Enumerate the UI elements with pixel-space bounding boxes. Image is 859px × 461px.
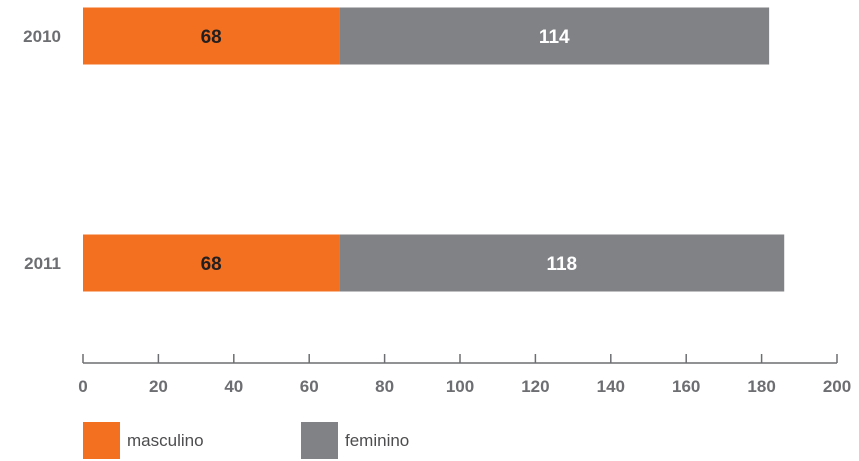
x-axis: 0 20 40 60 80 100 120 140 160 180 200 bbox=[78, 354, 851, 396]
legend-label-masculino: masculino bbox=[127, 431, 204, 450]
category-label-2010: 2010 bbox=[23, 27, 61, 46]
data-label-masculino-2010: 68 bbox=[201, 27, 222, 48]
category-label-2011: 2011 bbox=[24, 254, 61, 273]
x-tick-label-40: 40 bbox=[224, 377, 243, 396]
x-tick-label-140: 140 bbox=[597, 377, 625, 396]
x-tick-label-60: 60 bbox=[300, 377, 319, 396]
bar-masculino-2011 bbox=[83, 234, 340, 292]
legend-swatch-masculino bbox=[83, 422, 120, 459]
legend: masculino feminino bbox=[83, 422, 409, 459]
x-tick-label-120: 120 bbox=[521, 377, 549, 396]
data-label-feminino-2011: 118 bbox=[546, 254, 577, 275]
data-label-masculino-2011: 68 bbox=[201, 254, 222, 275]
bar-feminino-2011 bbox=[339, 234, 785, 292]
bar-feminino-2010 bbox=[339, 7, 770, 65]
x-tick-label-0: 0 bbox=[78, 377, 87, 396]
bars-group: 68 114 68 118 bbox=[83, 7, 785, 292]
category-labels: 2010 2011 bbox=[23, 27, 61, 273]
x-tick-label-180: 180 bbox=[747, 377, 775, 396]
x-tick-label-80: 80 bbox=[375, 377, 394, 396]
legend-label-feminino: feminino bbox=[345, 431, 409, 450]
x-tick-label-160: 160 bbox=[672, 377, 700, 396]
x-tick-label-20: 20 bbox=[149, 377, 168, 396]
legend-swatch-feminino bbox=[301, 422, 338, 459]
bar-masculino-2010 bbox=[83, 7, 340, 65]
data-label-feminino-2010: 114 bbox=[539, 27, 570, 48]
x-tick-label-100: 100 bbox=[446, 377, 474, 396]
x-tick-label-200: 200 bbox=[823, 377, 851, 396]
